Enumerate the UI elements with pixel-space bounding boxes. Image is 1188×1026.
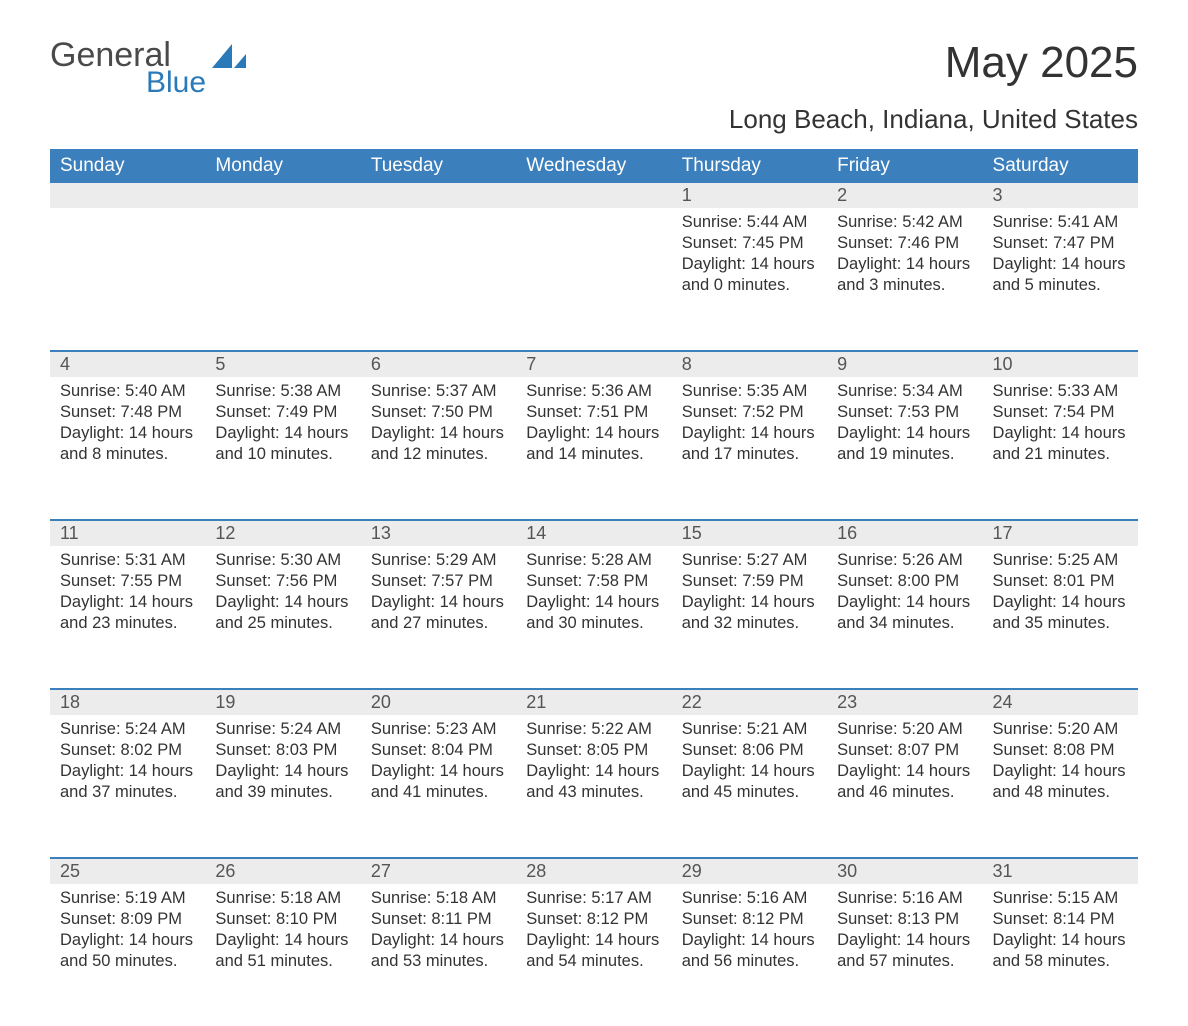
day-number: 15 <box>672 519 827 546</box>
day-number: 3 <box>983 183 1138 208</box>
weekday-header: Friday <box>827 149 982 183</box>
weekday-header: Monday <box>205 149 360 183</box>
day-content: Sunrise: 5:26 AMSunset: 8:00 PMDaylight:… <box>827 546 982 650</box>
day-content: Sunrise: 5:17 AMSunset: 8:12 PMDaylight:… <box>516 884 671 988</box>
day-number: 7 <box>516 350 671 377</box>
day-content: Sunrise: 5:31 AMSunset: 7:55 PMDaylight:… <box>50 546 205 650</box>
header: General Blue May 2025 <box>50 38 1138 100</box>
day-content: Sunrise: 5:25 AMSunset: 8:01 PMDaylight:… <box>983 546 1138 650</box>
day-number: 9 <box>827 350 982 377</box>
day-number: 22 <box>672 688 827 715</box>
sail-icon <box>212 44 250 72</box>
day-number: 11 <box>50 519 205 546</box>
day-content: Sunrise: 5:24 AMSunset: 8:03 PMDaylight:… <box>205 715 360 819</box>
weekday-header: Sunday <box>50 149 205 183</box>
day-number: 1 <box>672 183 827 208</box>
day-number: 13 <box>361 519 516 546</box>
day-content <box>516 208 671 228</box>
day-number: 24 <box>983 688 1138 715</box>
day-content: Sunrise: 5:16 AMSunset: 8:13 PMDaylight:… <box>827 884 982 988</box>
day-content <box>205 208 360 228</box>
day-content: Sunrise: 5:20 AMSunset: 8:08 PMDaylight:… <box>983 715 1138 819</box>
day-content: Sunrise: 5:38 AMSunset: 7:49 PMDaylight:… <box>205 377 360 481</box>
day-number: 6 <box>361 350 516 377</box>
day-content: Sunrise: 5:27 AMSunset: 7:59 PMDaylight:… <box>672 546 827 650</box>
day-content: Sunrise: 5:18 AMSunset: 8:10 PMDaylight:… <box>205 884 360 988</box>
day-content: Sunrise: 5:20 AMSunset: 8:07 PMDaylight:… <box>827 715 982 819</box>
day-content: Sunrise: 5:44 AMSunset: 7:45 PMDaylight:… <box>672 208 827 312</box>
day-number: 30 <box>827 857 982 884</box>
day-content: Sunrise: 5:18 AMSunset: 8:11 PMDaylight:… <box>361 884 516 988</box>
day-number <box>205 183 360 208</box>
day-content <box>361 208 516 228</box>
day-content: Sunrise: 5:33 AMSunset: 7:54 PMDaylight:… <box>983 377 1138 481</box>
day-number: 12 <box>205 519 360 546</box>
day-content: Sunrise: 5:15 AMSunset: 8:14 PMDaylight:… <box>983 884 1138 988</box>
day-content: Sunrise: 5:37 AMSunset: 7:50 PMDaylight:… <box>361 377 516 481</box>
calendar-table: SundayMondayTuesdayWednesdayThursdayFrid… <box>50 149 1138 1026</box>
day-number <box>361 183 516 208</box>
weekday-header: Wednesday <box>516 149 671 183</box>
logo: General Blue <box>50 38 250 100</box>
day-number: 29 <box>672 857 827 884</box>
day-number: 31 <box>983 857 1138 884</box>
day-number: 5 <box>205 350 360 377</box>
day-number: 20 <box>361 688 516 715</box>
weekday-header: Saturday <box>983 149 1138 183</box>
day-number: 8 <box>672 350 827 377</box>
day-content: Sunrise: 5:34 AMSunset: 7:53 PMDaylight:… <box>827 377 982 481</box>
day-number: 17 <box>983 519 1138 546</box>
day-content: Sunrise: 5:22 AMSunset: 8:05 PMDaylight:… <box>516 715 671 819</box>
day-number: 19 <box>205 688 360 715</box>
day-content: Sunrise: 5:21 AMSunset: 8:06 PMDaylight:… <box>672 715 827 819</box>
day-number: 14 <box>516 519 671 546</box>
day-content: Sunrise: 5:16 AMSunset: 8:12 PMDaylight:… <box>672 884 827 988</box>
day-number <box>50 183 205 208</box>
location-subtitle: Long Beach, Indiana, United States <box>50 104 1138 135</box>
day-number <box>516 183 671 208</box>
day-content: Sunrise: 5:23 AMSunset: 8:04 PMDaylight:… <box>361 715 516 819</box>
weekday-header: Thursday <box>672 149 827 183</box>
day-number: 18 <box>50 688 205 715</box>
day-content: Sunrise: 5:29 AMSunset: 7:57 PMDaylight:… <box>361 546 516 650</box>
day-content: Sunrise: 5:36 AMSunset: 7:51 PMDaylight:… <box>516 377 671 481</box>
day-content: Sunrise: 5:28 AMSunset: 7:58 PMDaylight:… <box>516 546 671 650</box>
day-number: 21 <box>516 688 671 715</box>
day-number: 23 <box>827 688 982 715</box>
day-content: Sunrise: 5:35 AMSunset: 7:52 PMDaylight:… <box>672 377 827 481</box>
logo-text-sub: Blue <box>146 66 206 100</box>
day-content: Sunrise: 5:40 AMSunset: 7:48 PMDaylight:… <box>50 377 205 481</box>
day-content: Sunrise: 5:24 AMSunset: 8:02 PMDaylight:… <box>50 715 205 819</box>
day-content: Sunrise: 5:42 AMSunset: 7:46 PMDaylight:… <box>827 208 982 312</box>
day-number: 16 <box>827 519 982 546</box>
day-number: 4 <box>50 350 205 377</box>
day-content: Sunrise: 5:19 AMSunset: 8:09 PMDaylight:… <box>50 884 205 988</box>
day-number: 25 <box>50 857 205 884</box>
day-number: 26 <box>205 857 360 884</box>
day-content: Sunrise: 5:30 AMSunset: 7:56 PMDaylight:… <box>205 546 360 650</box>
day-number: 28 <box>516 857 671 884</box>
day-number: 27 <box>361 857 516 884</box>
day-content <box>50 208 205 228</box>
day-content: Sunrise: 5:41 AMSunset: 7:47 PMDaylight:… <box>983 208 1138 312</box>
page-title: May 2025 <box>945 38 1138 88</box>
day-number: 2 <box>827 183 982 208</box>
weekday-header: Tuesday <box>361 149 516 183</box>
day-number: 10 <box>983 350 1138 377</box>
weekday-header-row: SundayMondayTuesdayWednesdayThursdayFrid… <box>50 149 1138 183</box>
